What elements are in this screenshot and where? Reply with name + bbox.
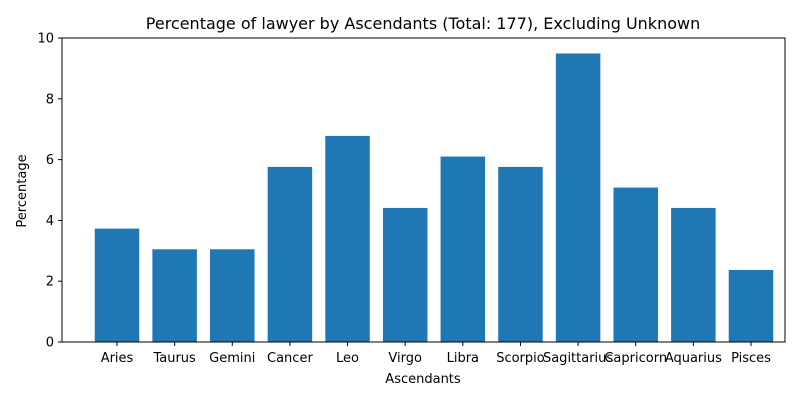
bar-sagittarius	[555, 53, 601, 343]
x-tick-label-cancer: Cancer	[267, 351, 313, 366]
x-tick-label-pisces: Pisces	[731, 351, 771, 366]
chart-title: Percentage of lawyer by Ascendants (Tota…	[146, 14, 700, 33]
bars-layer	[94, 53, 774, 343]
x-tick-label-scorpio: Scorpio	[496, 351, 545, 366]
bar-capricorn	[613, 187, 658, 342]
bar-cancer	[267, 166, 313, 342]
y-tick-label: 10	[37, 32, 54, 47]
y-tick-label: 0	[46, 336, 54, 351]
x-axis-ticks: Aries Taurus Gemini Cancer Leo Virgo Libra Scor…	[101, 342, 771, 366]
bar-taurus	[152, 249, 197, 342]
x-tick-label-leo: Leo	[336, 351, 359, 366]
x-axis-label: Ascendants	[385, 372, 461, 387]
x-tick-label-gemini: Gemini	[209, 351, 255, 366]
bar-virgo	[382, 207, 428, 342]
bar-gemini	[210, 249, 255, 342]
bar-aries	[94, 228, 140, 342]
y-tick-label: 6	[46, 153, 54, 168]
y-tick-label: 2	[46, 275, 54, 290]
bar-pisces	[728, 269, 774, 342]
x-tick-label-aquarius: Aquarius	[665, 351, 722, 366]
bar-libra	[440, 156, 486, 342]
bar-scorpio	[498, 166, 543, 342]
x-tick-label-virgo: Virgo	[388, 351, 422, 366]
x-tick-label-aries: Aries	[101, 351, 134, 366]
y-axis-label: Percentage	[15, 154, 30, 227]
x-tick-label-capricorn: Capricorn	[604, 351, 667, 366]
plot-frame	[61, 37, 786, 343]
y-tick-label: 4	[46, 214, 54, 229]
y-axis-ticks: 0 2 4 6 8 10	[37, 32, 62, 351]
bar-leo	[325, 135, 370, 342]
x-tick-label-sagittarius: Sagittarius	[543, 351, 613, 366]
bar-aquarius	[671, 207, 716, 342]
y-tick-label: 8	[46, 92, 54, 107]
x-tick-label-libra: Libra	[447, 351, 479, 366]
x-tick-label-taurus: Taurus	[152, 351, 196, 366]
